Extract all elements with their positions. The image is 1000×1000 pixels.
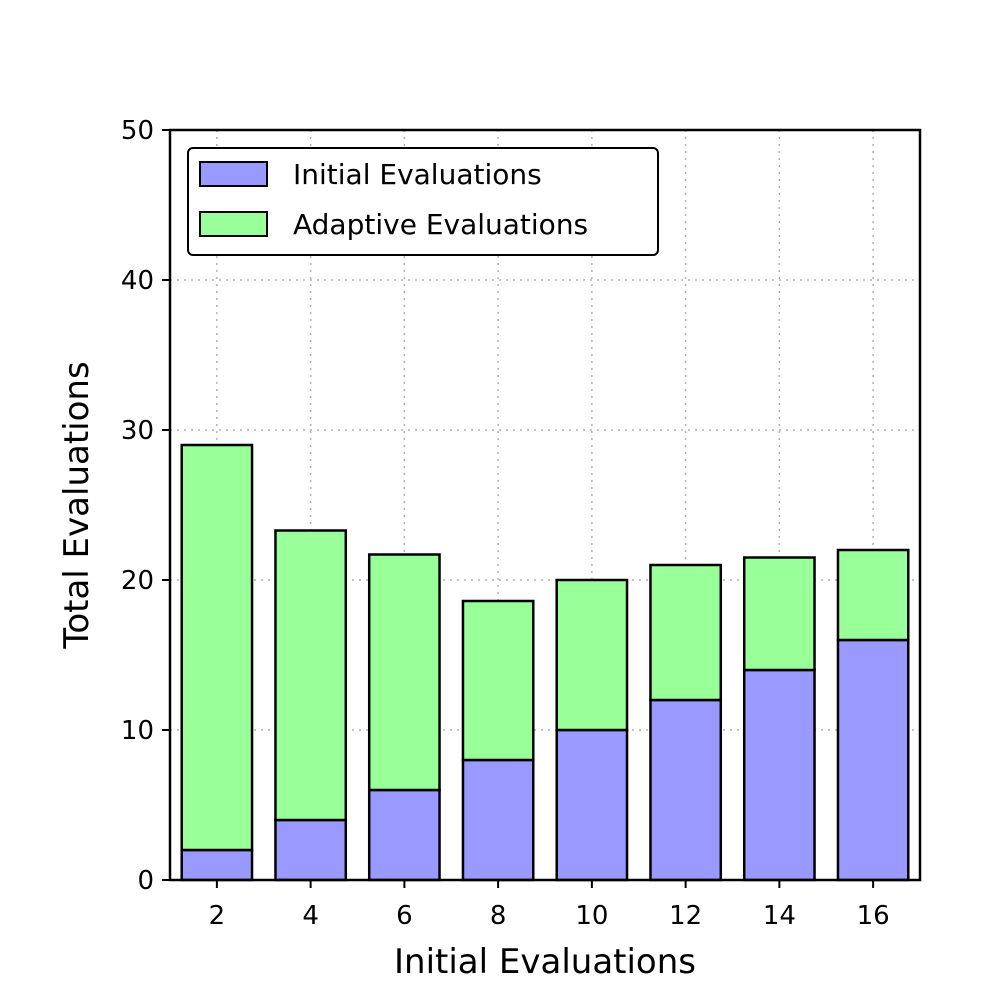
- bar-adaptive-10: [555, 578, 629, 732]
- x-tick-label: 4: [302, 901, 319, 931]
- plot-frame: [168, 128, 922, 882]
- y-tick-label: 0: [137, 866, 154, 896]
- y-tick-label: 30: [121, 416, 154, 446]
- bar-adaptive-8: [461, 599, 535, 762]
- bar-initial-14: [742, 668, 816, 882]
- x-tick-label: 14: [763, 901, 796, 931]
- ticks: 0 10 20 30 40 50 2 4 6 8 10 12 14 16: [121, 116, 890, 931]
- bar-adaptive-14: [742, 556, 816, 672]
- x-tick-label: 10: [575, 901, 608, 931]
- legend-frame: [187, 147, 659, 256]
- y-tick-label: 20: [121, 566, 154, 596]
- x-tick-label: 2: [209, 901, 226, 931]
- bar-adaptive-4: [274, 529, 348, 822]
- bar-initial-10: [555, 728, 629, 882]
- y-axis-title: Total Evaluations: [57, 361, 97, 649]
- bar-initial-6: [367, 788, 441, 882]
- x-tick-label: 6: [396, 901, 413, 931]
- y-tick-label: 40: [121, 266, 154, 296]
- bar-adaptive-2: [180, 443, 254, 852]
- bar-initial-2: [180, 848, 254, 882]
- bar-adaptive-6: [367, 553, 441, 792]
- y-tick-label: 10: [121, 716, 154, 746]
- bar-initial-16: [836, 638, 910, 882]
- x-tick-label: 8: [490, 901, 507, 931]
- bars: [180, 443, 910, 882]
- bar-adaptive-12: [649, 563, 723, 702]
- bar-initial-8: [461, 758, 535, 882]
- bar-adaptive-16: [836, 548, 910, 642]
- x-axis-title: Initial Evaluations: [394, 942, 696, 982]
- y-tick-label: 50: [121, 116, 154, 146]
- x-tick-label: 16: [857, 901, 890, 931]
- bar-initial-4: [274, 818, 348, 882]
- legend-label-adaptive: Adaptive Evaluations: [293, 208, 588, 241]
- bar-initial-12: [649, 698, 723, 882]
- legend-swatch-initial: [199, 161, 268, 187]
- legend-swatch-adaptive: [199, 211, 268, 237]
- x-tick-label: 12: [669, 901, 702, 931]
- legend: Initial Evaluations Adaptive Evaluations: [187, 147, 659, 256]
- legend-label-initial: Initial Evaluations: [293, 158, 542, 191]
